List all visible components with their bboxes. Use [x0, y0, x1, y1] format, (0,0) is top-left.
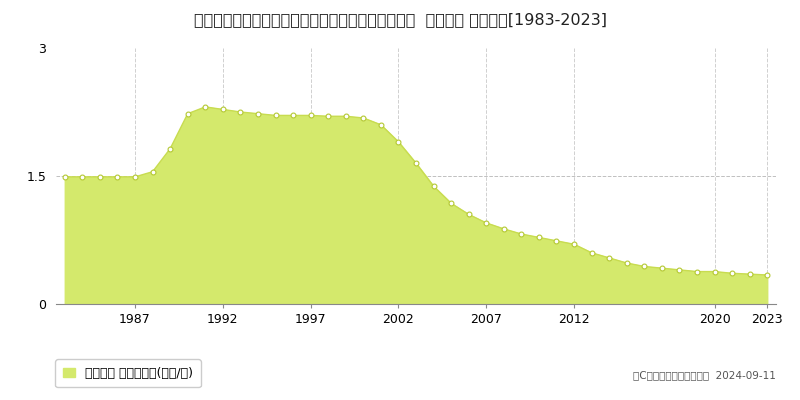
- Text: （C）土地価格ドットコム  2024-09-11: （C）土地価格ドットコム 2024-09-11: [633, 370, 776, 380]
- Legend: 地価公示 平均坪単価(万円/坪): 地価公示 平均坪単価(万円/坪): [55, 359, 201, 387]
- Text: 兵庫県神戸市西区押部谷町細田字前田６４３番１８  地価公示 地価推移[1983-2023]: 兵庫県神戸市西区押部谷町細田字前田６４３番１８ 地価公示 地価推移[1983-2…: [194, 12, 606, 27]
